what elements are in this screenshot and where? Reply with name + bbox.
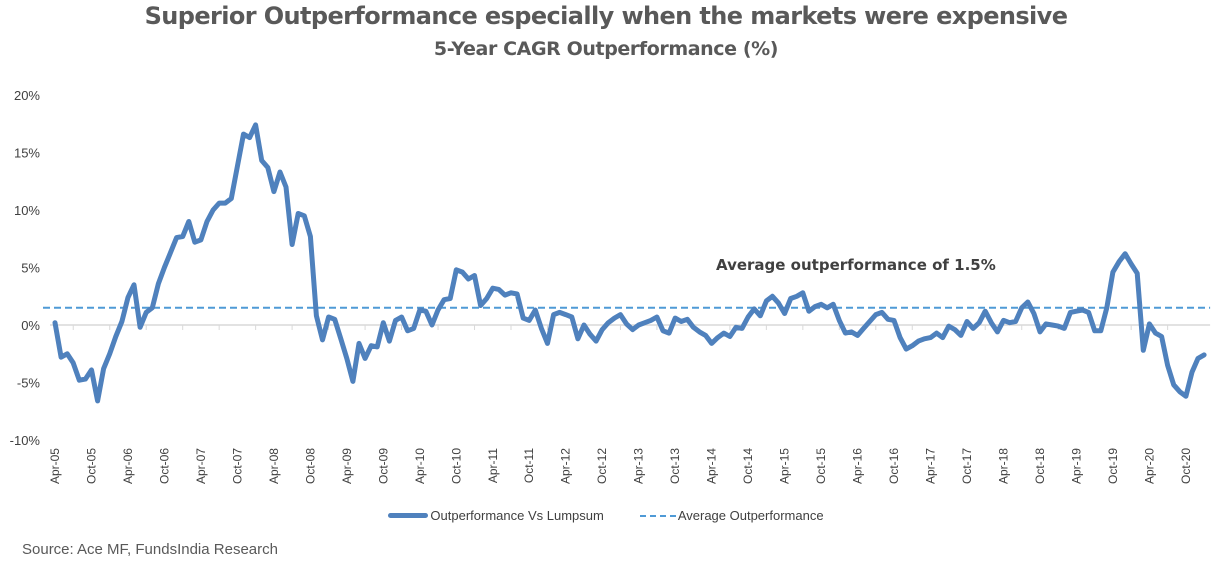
legend-swatch-dashed [639,514,676,517]
legend-item-outperformance: Outperformance Vs Lumpsum [388,508,604,523]
x-tick-label: Apr-09 [340,448,354,484]
x-tick-label: Apr-10 [413,448,427,484]
chart-title: Superior Outperformance especially when … [144,2,1068,30]
x-axis: Apr-05 Oct-05 Apr-06 Oct-06 Apr-07 Oct-07 Apr-… [48,324,1211,484]
x-tick-label: Apr-17 [924,448,938,484]
x-tick-label: Oct-13 [668,448,682,484]
x-tick-label: Apr-12 [559,448,573,484]
x-tick-label: Oct-12 [595,448,609,484]
y-axis: -10% -5% 0% 5% 10% 15% 20% [10,88,41,448]
x-tick-label: Apr-19 [1069,448,1083,484]
x-tick-label: Oct-17 [960,448,974,484]
x-tick-label: Apr-11 [486,448,500,483]
x-tick-label: Apr-08 [267,448,281,484]
x-tick-label: Oct-06 [157,448,171,484]
x-tick-label: Oct-15 [814,448,828,484]
x-tick-label: Oct-09 [376,448,390,484]
y-tick-label: 5% [21,261,40,276]
x-tick-label: Oct-11 [522,448,536,483]
x-tick-label: Apr-05 [48,448,62,484]
x-tick-label: Oct-19 [1106,448,1120,484]
x-tick-label: Oct-07 [230,448,244,484]
x-tick-label: Apr-18 [996,448,1010,484]
x-tick-label: Apr-20 [1142,448,1156,484]
x-tick-label: Apr-15 [778,448,792,484]
y-tick-label: 20% [14,88,40,103]
source-note: Source: Ace MF, FundsIndia Research [22,541,278,558]
x-tick-label: Oct-08 [303,448,317,484]
y-tick-label: 15% [14,146,40,161]
chart-subtitle: 5-Year CAGR Outperformance (%) [433,38,779,60]
outperformance-line [52,122,1207,404]
y-tick-label: -10% [10,433,41,448]
x-tick-label: Oct-14 [741,448,755,484]
y-tick-label: -5% [17,376,41,391]
x-tick-label: Apr-06 [121,448,135,484]
legend-swatch-solid [388,513,429,518]
x-tick-label: Oct-10 [449,448,463,484]
average-annotation: Average outperformance of 1.5% [716,256,996,274]
y-tick-label: 0% [21,318,40,333]
x-tick-label: Apr-07 [194,448,208,484]
x-tick-label: Oct-05 [84,448,98,484]
legend-item-average: Average Outperformance [639,508,824,523]
x-tick-label: Apr-13 [632,448,646,484]
legend: Outperformance Vs Lumpsum Average Outper… [0,508,1212,523]
x-tick-label: Oct-20 [1179,448,1193,484]
series-group [52,122,1207,404]
y-tick-label: 10% [14,203,40,218]
x-tick-label: Apr-14 [705,448,719,484]
legend-label: Average Outperformance [677,508,824,523]
x-tick-label: Oct-18 [1033,448,1047,484]
x-tick-label: Oct-16 [887,448,901,484]
x-tick-label: Apr-16 [851,448,865,484]
legend-label: Outperformance Vs Lumpsum [430,508,604,523]
